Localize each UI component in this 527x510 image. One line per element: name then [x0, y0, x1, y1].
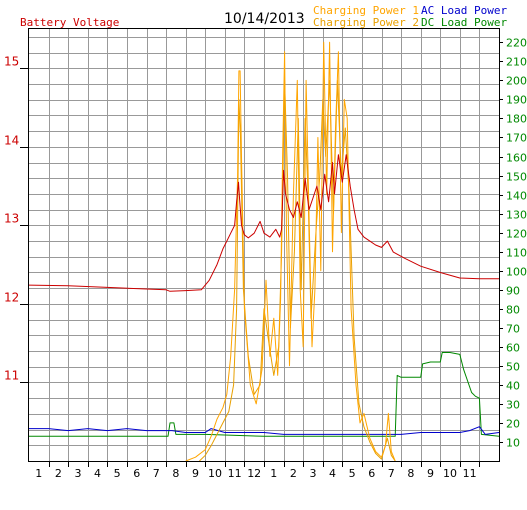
right-tick-label: 60 — [506, 342, 520, 355]
battery-voltage-label: Battery Voltage — [20, 16, 120, 29]
right-tick-label: 90 — [506, 285, 520, 298]
right-tick-label: 190 — [506, 94, 527, 107]
x-tick-label: 7 — [153, 467, 160, 480]
chart-grid — [29, 29, 499, 461]
x-tick-label: 8 — [407, 467, 414, 480]
series-line-charging-power-2 — [199, 79, 396, 462]
left-tick-label: 12 — [4, 291, 19, 305]
right-tick-label: 220 — [506, 37, 527, 50]
left-tick-label: 11 — [4, 369, 19, 383]
series-line-ac-load-power — [29, 426, 500, 435]
x-tick-label: 11 — [463, 467, 477, 480]
x-tick-label: 11 — [228, 467, 242, 480]
left-tick-label: 13 — [4, 212, 19, 226]
right-tick-label: 180 — [506, 113, 527, 126]
right-axis: 10 20 30 40 50 60 70 80 90 100 110 120 130 140 150 160 1… — [499, 37, 527, 450]
right-tick-label: 50 — [506, 361, 520, 374]
series-line-battery-voltage — [28, 154, 499, 292]
right-tick-label: 150 — [506, 171, 527, 184]
series-line-dc-load-power — [29, 352, 500, 437]
x-tick-label: 8 — [172, 467, 179, 480]
x-tick-label: 1 — [270, 467, 277, 480]
chart-series — [28, 41, 500, 462]
x-tick-label: 4 — [94, 467, 101, 480]
right-tick-label: 70 — [506, 323, 520, 336]
x-tick-label: 4 — [329, 467, 336, 480]
left-tick-label: 14 — [4, 134, 19, 148]
right-tick-label: 120 — [506, 228, 527, 241]
right-tick-label: 140 — [506, 190, 527, 203]
x-tick-label: 3 — [75, 467, 82, 480]
left-axis: 11 12 13 14 15 — [4, 55, 29, 383]
right-tick-label: 20 — [506, 418, 520, 431]
x-tick-label: 5 — [114, 467, 121, 480]
legend-dc-load-power: DC Load Power — [421, 16, 508, 29]
right-tick-label: 40 — [506, 380, 520, 393]
legend-charging-power-1: Charging Power 1 — [313, 4, 419, 17]
right-tick-label: 10 — [506, 437, 520, 450]
x-tick-label: 3 — [310, 467, 317, 480]
x-tick-label: 6 — [133, 467, 140, 480]
x-tick-label: 9 — [192, 467, 199, 480]
x-tick-label: 10 — [443, 467, 457, 480]
x-tick-label: 9 — [427, 467, 434, 480]
right-tick-label: 160 — [506, 152, 527, 165]
left-tick-label: 15 — [4, 55, 19, 69]
right-tick-label: 170 — [506, 132, 527, 145]
x-tick-label: 1 — [35, 467, 42, 480]
series-line-charging-power-1 — [185, 41, 396, 462]
x-tick-label: 6 — [368, 467, 375, 480]
legend-charging-power-2: Charging Power 2 — [313, 16, 419, 29]
right-tick-label: 210 — [506, 56, 527, 69]
right-tick-label: 110 — [506, 247, 527, 260]
x-tick-label: 10 — [208, 467, 222, 480]
x-tick-label: 2 — [55, 467, 62, 480]
right-tick-label: 100 — [506, 266, 527, 279]
x-tick-label: 5 — [349, 467, 356, 480]
right-tick-label: 80 — [506, 304, 520, 317]
right-tick-label: 130 — [506, 209, 527, 222]
legend-ac-load-power: AC Load Power — [421, 4, 508, 17]
x-tick-label: 2 — [290, 467, 297, 480]
right-tick-label: 30 — [506, 399, 520, 412]
right-tick-label: 200 — [506, 75, 527, 88]
x-tick-label: 7 — [388, 467, 395, 480]
chart-date: 10/14/2013 — [224, 11, 305, 27]
x-tick-label: 12 — [247, 467, 261, 480]
x-axis: 1 2 3 4 5 6 7 8 9 10 11 12 1 2 3 4 5 6 7 8 9 10 11 — [35, 461, 480, 480]
